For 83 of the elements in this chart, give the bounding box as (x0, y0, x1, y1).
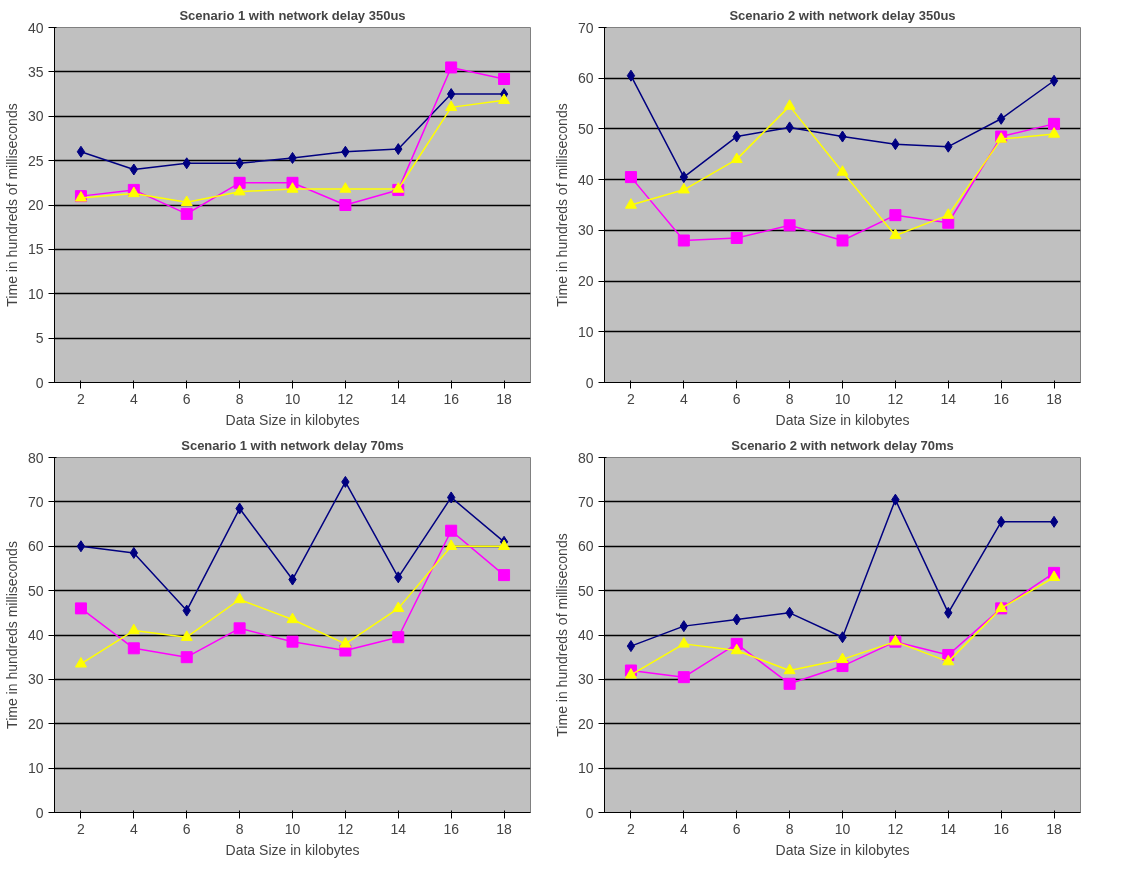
x-tick-label: 4 (679, 820, 688, 837)
x-tick-label: 2 (77, 390, 86, 407)
y-tick-label: 50 (577, 120, 594, 137)
y-tick-label: 10 (577, 760, 594, 777)
y-tick-label: 20 (577, 715, 594, 732)
y-tick-label: 60 (577, 70, 594, 87)
y-tick-label: 30 (577, 222, 594, 239)
y-axis-title: Time in hundreds milliseconds (3, 541, 20, 729)
y-tick-label: 80 (577, 449, 594, 466)
x-tick-label: 8 (785, 820, 794, 837)
x-tick-label: 6 (732, 390, 741, 407)
y-tick-label: 25 (27, 152, 44, 169)
y-tick-label: 70 (577, 19, 594, 36)
y-tick-label: 30 (577, 671, 594, 688)
x-tick-label: 14 (940, 820, 957, 837)
x-tick-label: 8 (235, 390, 244, 407)
y-tick-label: 70 (577, 493, 594, 510)
x-tick-label: 12 (887, 820, 904, 837)
x-tick-label: 2 (627, 820, 636, 837)
y-tick-label: 50 (577, 582, 594, 599)
x-tick-label: 6 (182, 390, 191, 407)
y-tick-label: 15 (27, 241, 44, 258)
chart-title: Scenario 1 with network delay 70ms (181, 437, 404, 453)
x-tick-label: 2 (77, 820, 86, 837)
y-axis-title: Time in hundreds of milliseconds (553, 533, 570, 737)
y-tick-label: 0 (585, 374, 594, 391)
y-tick-label: 10 (577, 323, 594, 340)
chart-title: Scenario 2 with network delay 350us (729, 7, 956, 23)
x-tick-label: 18 (1046, 390, 1063, 407)
y-tick-label: 30 (27, 671, 44, 688)
y-tick-label: 40 (577, 627, 594, 643)
y-axis-title: Time in hundreds of milliseconds (3, 103, 20, 307)
x-tick-label: 4 (129, 390, 138, 407)
x-tick-label: 14 (390, 820, 407, 837)
y-tick-label: 40 (27, 19, 44, 36)
y-tick-label: 50 (27, 582, 44, 599)
x-axis-title: Data Size in kilobytes (775, 411, 910, 428)
y-tick-label: 70 (27, 493, 44, 510)
x-tick-label: 18 (496, 390, 513, 407)
x-tick-label: 12 (337, 390, 354, 407)
x-tick-label: 14 (940, 390, 957, 407)
x-tick-label: 12 (337, 820, 354, 837)
x-tick-label: 12 (887, 390, 904, 407)
y-tick-label: 80 (27, 449, 44, 466)
y-tick-label: 0 (35, 804, 44, 821)
x-tick-label: 8 (235, 820, 244, 837)
x-tick-label: 16 (993, 820, 1010, 837)
x-tick-label: 16 (443, 820, 460, 837)
x-tick-label: 8 (785, 390, 794, 407)
x-tick-label: 16 (443, 390, 460, 407)
y-tick-label: 60 (577, 538, 594, 555)
y-tick-label: 40 (27, 627, 44, 643)
x-tick-label: 10 (834, 390, 851, 407)
y-tick-label: 20 (27, 715, 44, 732)
x-tick-label: 14 (390, 390, 407, 407)
y-tick-label: 30 (27, 108, 44, 125)
y-axis-title: Time in hundreds of milliseconds (553, 103, 570, 307)
y-tick-label: 35 (27, 63, 44, 80)
y-tick-label: 0 (35, 374, 44, 391)
x-axis-title: Data Size in kilobytes (775, 841, 910, 858)
chart-title: Scenario 1 with network delay 350us (179, 7, 406, 23)
x-tick-label: 4 (679, 390, 688, 407)
y-tick-label: 20 (577, 273, 594, 290)
y-tick-label: 0 (585, 804, 594, 821)
y-tick-label: 60 (27, 538, 44, 555)
x-axis-title: Data Size in kilobytes (225, 411, 360, 428)
x-tick-label: 10 (284, 390, 301, 407)
chart-title: Scenario 2 with network delay 70ms (731, 437, 954, 453)
y-tick-label: 10 (27, 285, 44, 302)
x-tick-label: 2 (627, 390, 636, 407)
x-tick-label: 18 (496, 820, 513, 837)
x-tick-label: 16 (993, 390, 1010, 407)
x-tick-label: 10 (834, 820, 851, 837)
x-tick-label: 4 (129, 820, 138, 837)
y-tick-label: 20 (27, 197, 44, 213)
x-tick-label: 10 (284, 820, 301, 837)
x-tick-label: 6 (182, 820, 191, 837)
x-tick-label: 18 (1046, 820, 1063, 837)
y-tick-label: 5 (35, 330, 44, 347)
x-axis-title: Data Size in kilobytes (225, 841, 360, 858)
y-tick-label: 10 (27, 760, 44, 777)
y-tick-label: 40 (577, 171, 594, 188)
x-tick-label: 6 (732, 820, 741, 837)
